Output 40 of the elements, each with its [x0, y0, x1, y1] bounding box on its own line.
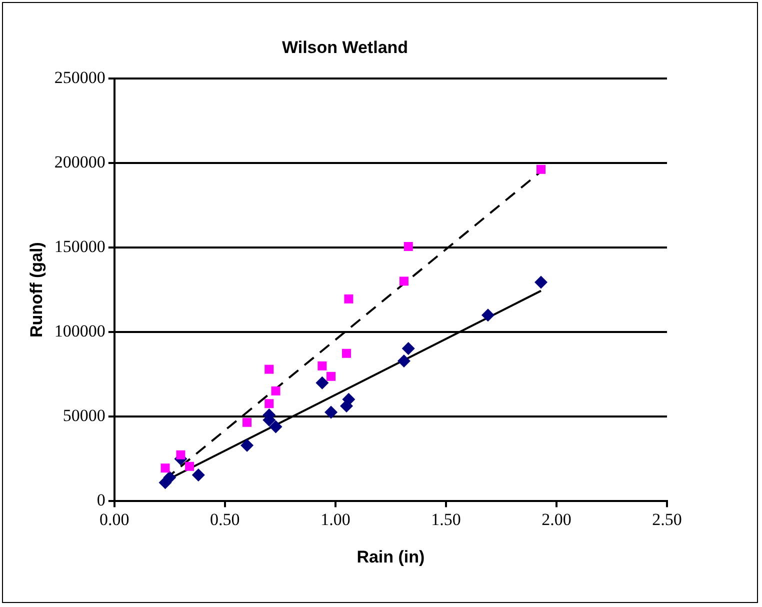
y-tick-label: 100000: [54, 322, 106, 341]
point: [160, 464, 170, 473]
x-tick-label: 1.50: [431, 510, 461, 529]
x-tick-label: 2.50: [652, 510, 682, 529]
y-axis-title: Runoff (gal): [26, 242, 46, 338]
point: [316, 376, 329, 390]
y-tick-label: 50000: [62, 406, 106, 426]
point: [342, 392, 356, 406]
point: [402, 342, 415, 355]
chart-title: Wilson Wetland: [282, 38, 408, 57]
point: [163, 471, 176, 484]
y-tick-label: 200000: [54, 152, 106, 172]
point: [240, 438, 254, 452]
point: [185, 462, 194, 471]
point: [242, 418, 252, 427]
point: [324, 406, 338, 419]
point: [344, 294, 354, 304]
y-tick-label: 150000: [54, 236, 106, 256]
point: [269, 420, 282, 434]
point: [534, 276, 548, 289]
point: [326, 372, 336, 381]
x-tick-label: 0.50: [210, 510, 240, 529]
point: [264, 364, 274, 374]
point: [399, 276, 408, 286]
y-tick-label: 250000: [54, 68, 106, 87]
y-tick-label: 0: [96, 490, 106, 510]
point: [176, 450, 186, 460]
x-tick-label: 2.00: [542, 510, 572, 529]
point: [192, 468, 205, 482]
point: [342, 348, 351, 358]
point: [318, 361, 327, 370]
x-tick-label: 0.00: [100, 510, 130, 529]
x-axis-title: Rain (in): [356, 547, 425, 566]
point: [536, 164, 546, 174]
point: [397, 354, 410, 368]
point: [481, 308, 494, 322]
x-tick-label: 1.00: [320, 510, 350, 529]
point: [271, 386, 280, 396]
point: [404, 242, 413, 252]
point: [264, 399, 274, 408]
